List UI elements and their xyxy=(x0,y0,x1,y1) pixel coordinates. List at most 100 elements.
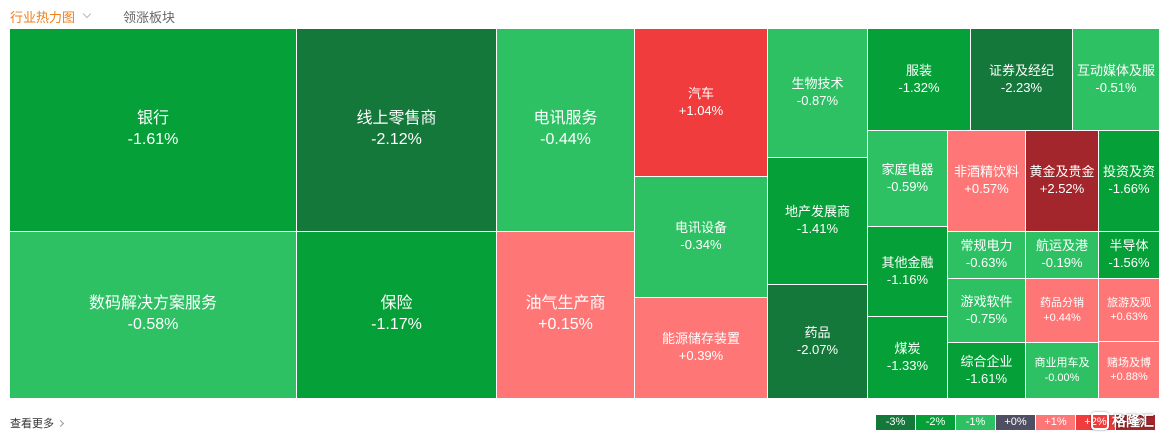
sector-name: 证券及经纪 xyxy=(988,62,1054,78)
sector-change: +0.57% xyxy=(964,181,1009,196)
sector-cell[interactable]: 其他金融 -1.16% xyxy=(868,227,948,317)
sector-name: 旅游及观 xyxy=(1107,296,1151,309)
sector-cell[interactable]: 地产发展商 -1.41% xyxy=(768,158,868,285)
sector-name: 综合企业 xyxy=(960,353,1013,369)
sector-name: 航运及港 xyxy=(1035,238,1088,254)
sector-change: -2.23% xyxy=(1000,79,1043,95)
sector-cell[interactable]: 药品分销 +0.44% xyxy=(1026,279,1099,343)
sector-cell[interactable]: 保险 -1.17% xyxy=(297,232,497,399)
sector-name: 电讯服务 xyxy=(533,110,598,128)
sector-cell[interactable]: 非酒精饮料 +0.57% xyxy=(948,131,1026,232)
sector-change: -1.56% xyxy=(1108,255,1150,270)
sector-change: -0.87% xyxy=(796,93,839,108)
sector-name: 地产发展商 xyxy=(784,204,850,220)
sector-cell[interactable]: 油气生产商 +0.15% xyxy=(497,232,635,399)
sector-name: 非酒精饮料 xyxy=(953,164,1019,180)
sector-change: -1.41% xyxy=(796,221,839,236)
sector-name: 保险 xyxy=(380,295,413,313)
tab-industry-heatmap-label: 行业热力图 xyxy=(10,9,76,25)
sector-cell[interactable]: 药品 -2.07% xyxy=(768,285,868,399)
sector-change: -1.61% xyxy=(127,131,179,148)
sector-name: 汽车 xyxy=(687,85,714,101)
sector-cell[interactable]: 生物技术 -0.87% xyxy=(768,29,868,158)
sector-name: 其他金融 xyxy=(881,254,934,270)
sector-cell[interactable]: 线上零售商 -2.12% xyxy=(297,29,497,232)
sector-cell[interactable]: 电讯设备 -0.34% xyxy=(635,177,768,298)
sector-cell[interactable]: 服装 -1.32% xyxy=(868,29,971,131)
sector-name: 服装 xyxy=(905,62,932,78)
sector-name: 药品分销 xyxy=(1040,297,1084,310)
chevron-down-icon[interactable] xyxy=(82,9,92,19)
sector-change: +2.52% xyxy=(1039,181,1085,196)
sector-cell[interactable]: 银行 -1.61% xyxy=(10,29,297,232)
sector-cell[interactable]: 半导体 -1.56% xyxy=(1099,232,1160,279)
sector-cell[interactable]: 煤炭 -1.33% xyxy=(868,317,948,399)
view-more-link[interactable]: 查看更多 xyxy=(10,415,65,431)
sector-change: -1.66% xyxy=(1108,181,1150,196)
sector-change: +0.88% xyxy=(1110,371,1148,383)
sector-change: -1.33% xyxy=(886,357,929,373)
sector-change: -1.61% xyxy=(965,370,1008,386)
sector-cell[interactable]: 能源储存装置 +0.39% xyxy=(635,298,768,399)
sector-cell[interactable]: 航运及港 -0.19% xyxy=(1026,232,1099,279)
sector-cell[interactable]: 汽车 +1.04% xyxy=(635,29,768,177)
sector-name: 生物技术 xyxy=(791,76,844,92)
tab-leading-sectors[interactable]: 领涨板块 xyxy=(123,9,176,25)
tab-bar: 行业热力图 领涨板块 xyxy=(10,6,175,26)
sector-cell[interactable]: 旅游及观 +0.63% xyxy=(1099,279,1160,342)
sector-cell[interactable]: 投资及资 -1.66% xyxy=(1099,131,1160,232)
sector-change: -0.34% xyxy=(680,237,722,252)
sector-name: 电讯设备 xyxy=(674,220,727,236)
sector-change: -0.19% xyxy=(1041,255,1083,270)
sector-name: 数码解决方案服务 xyxy=(88,295,217,313)
sector-cell[interactable]: 互动媒体及服 -0.51% xyxy=(1073,29,1160,131)
tab-industry-heatmap[interactable]: 行业热力图 xyxy=(10,7,92,26)
sector-name: 煤炭 xyxy=(894,340,921,356)
view-more-label: 查看更多 xyxy=(10,418,54,430)
color-legend: -3% -2% -1% +0% +1% +2% +3% xyxy=(876,415,1156,430)
watermark: 格隆汇 xyxy=(1091,411,1154,431)
sector-name: 半导体 xyxy=(1109,238,1149,254)
sector-change: -1.32% xyxy=(898,79,940,95)
sector-cell[interactable]: 游戏软件 -0.75% xyxy=(948,279,1026,343)
sector-name: 家庭电器 xyxy=(881,161,934,177)
legend-swatch: +3% xyxy=(1116,415,1155,430)
sector-cell[interactable]: 赌场及博 +0.88% xyxy=(1099,342,1160,399)
sector-change: -2.07% xyxy=(796,341,839,357)
sector-cell[interactable]: 家庭电器 -0.59% xyxy=(868,131,948,227)
sector-cell[interactable]: 电讯服务 -0.44% xyxy=(497,29,635,232)
sector-change: -0.00% xyxy=(1044,371,1080,384)
legend-swatch: -3% xyxy=(876,415,915,430)
sector-change: -1.16% xyxy=(886,271,929,287)
sector-name: 互动媒体及服 xyxy=(1076,62,1155,78)
sector-cell[interactable]: 数码解决方案服务 -0.58% xyxy=(10,232,297,399)
sector-name: 药品 xyxy=(804,324,831,340)
sector-name: 赌场及博 xyxy=(1107,356,1151,369)
sector-name: 能源储存装置 xyxy=(661,331,740,347)
chevron-right-icon xyxy=(56,419,65,427)
sector-name: 线上零售商 xyxy=(356,110,437,128)
sector-name: 商业用车及 xyxy=(1034,357,1090,370)
sector-change: +0.39% xyxy=(678,348,724,363)
sector-change: +0.15% xyxy=(538,316,593,333)
watermark-logo-icon xyxy=(1091,412,1109,430)
sector-name: 黄金及贵金 xyxy=(1029,164,1095,180)
sector-change: -1.17% xyxy=(371,316,422,333)
sector-cell[interactable]: 常规电力 -0.63% xyxy=(948,232,1026,279)
sector-name: 常规电力 xyxy=(960,238,1013,254)
sector-cell[interactable]: 证券及经纪 -2.23% xyxy=(971,29,1073,131)
legend-swatch: -2% xyxy=(916,415,955,430)
sector-change: -0.44% xyxy=(540,131,591,148)
sector-cell[interactable]: 黄金及贵金 +2.52% xyxy=(1026,131,1099,232)
legend-swatch: +1% xyxy=(1036,415,1075,430)
sector-cell[interactable]: 综合企业 -1.61% xyxy=(948,343,1026,399)
legend-swatch: +0% xyxy=(996,415,1035,430)
sector-name: 油气生产商 xyxy=(525,295,606,313)
sector-cell[interactable]: 商业用车及 -0.00% xyxy=(1026,343,1099,399)
sector-change: -2.12% xyxy=(371,131,422,148)
sector-name: 游戏软件 xyxy=(960,293,1013,309)
sector-change: +0.44% xyxy=(1043,311,1081,324)
sector-change: -0.59% xyxy=(886,178,929,194)
sector-change: -0.58% xyxy=(127,316,179,333)
sector-change: -0.51% xyxy=(1095,79,1137,95)
